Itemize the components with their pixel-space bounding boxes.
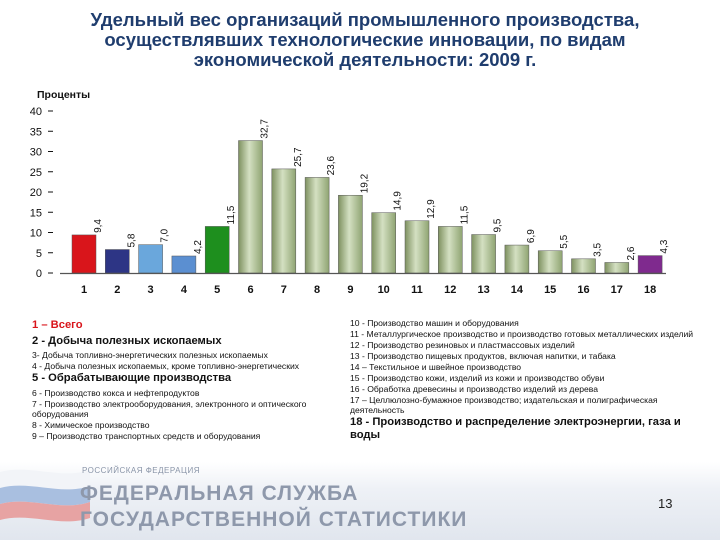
y-tick-label: 15 (30, 207, 42, 219)
legend-entry: 8 - Химическое производство (32, 419, 150, 430)
y-tick-label: 40 (30, 106, 42, 118)
x-tick-label: 18 (644, 284, 656, 296)
footer-country: РОССИЙСКАЯ ФЕДЕРАЦИЯ (82, 466, 200, 475)
legend-entry: 14 – Текстильное и швейное производство (350, 362, 522, 372)
legend-right: 10 - Производство машин и оборудования 11… (350, 318, 705, 444)
x-tick-label: 11 (411, 284, 423, 296)
y-tick-label: 0 (36, 268, 42, 280)
value-label-10: 14,9 (393, 191, 404, 211)
y-axis-label: Проценты (37, 89, 90, 101)
flag-icon (0, 469, 90, 522)
x-tick-label: 15 (544, 284, 556, 296)
page-number: 13 (658, 496, 673, 511)
legend-entry: 4 - Добыча полезных ископаемых, кроме то… (32, 361, 300, 371)
bar-8 (304, 177, 330, 274)
bar-3 (138, 244, 163, 274)
title-line-1: Удельный вес организаций промышленного п… (90, 9, 640, 30)
title-line-3: экономической деятельности: 2009 г. (193, 49, 537, 70)
y-tick-label: 35 (30, 126, 42, 138)
value-label-5: 11,5 (226, 205, 237, 224)
value-label-8: 23,6 (326, 156, 337, 176)
value-label-17: 2,6 (626, 246, 637, 260)
x-tick-label: 3 (148, 284, 154, 296)
y-tick-label: 25 (30, 167, 42, 179)
legend-left: 1 – Всего 2 - Добыча полезных ископаемых 3… (32, 318, 332, 442)
x-tick-label: 14 (511, 284, 524, 296)
x-tick-label: 16 (577, 284, 589, 296)
x-tick-label: 2 (114, 284, 120, 296)
value-label-15: 5,5 (559, 234, 570, 248)
legend-entry: 2 - Добыча полезных ископаемых (32, 334, 222, 347)
value-labels: 9,4 5,8 7,0 4,2 11,5 32,7 25,7 23,6 19,2 14,9 12,9… (93, 119, 670, 261)
bar-15 (537, 250, 563, 274)
x-tick-label: 4 (181, 284, 188, 296)
legend-entry: 9 – Производство транспортных средств и … (32, 430, 261, 441)
x-tick-label: 8 (314, 284, 320, 296)
legend-entry: 18 - Производство и распределение электр… (350, 416, 681, 441)
bar-10 (371, 212, 396, 274)
bar-11 (404, 220, 430, 274)
bars (71, 140, 663, 274)
legend-entry: 10 - Производство машин и оборудования (350, 318, 519, 328)
bar-13 (471, 234, 496, 274)
value-label-12: 11,5 (459, 205, 470, 224)
bar-4 (171, 255, 197, 274)
value-label-11: 12,9 (426, 199, 437, 219)
x-tick-label: 12 (444, 284, 456, 296)
bar-16 (571, 258, 596, 274)
slide-title: Удельный вес организаций промышленного п… (20, 10, 710, 70)
value-label-9: 19,2 (359, 173, 370, 193)
x-tick-label: 7 (281, 284, 287, 296)
footer-agency-line-1: ФЕДЕРАЛЬНАЯ СЛУЖБА (80, 482, 359, 505)
x-axis: 1 2 3 4 5 6 7 8 9 10 11 12 13 14 15 16 17 18 (81, 284, 656, 296)
y-axis: 0 5 10 15 20 25 30 35 40 (30, 106, 53, 280)
footer-agency-line-2: ГОСУДАРСТВЕННОЙ СТАТИСТИКИ (80, 508, 468, 531)
value-label-18: 4,3 (659, 239, 670, 253)
y-tick-label: 20 (30, 187, 42, 199)
legend-entry: 3- Добыча топливно-энергетических полезн… (32, 350, 268, 360)
title-line-2: осуществлявших технологические инновации… (104, 29, 626, 50)
bar-1 (71, 234, 97, 274)
bar-12 (438, 226, 463, 274)
x-tick-label: 17 (611, 284, 623, 296)
legend-entry: 12 - Производство резиновых и пластмассо… (350, 340, 575, 350)
legend-entry: 16 - Обработка древесины и производство … (350, 384, 599, 394)
legend-entry: 13 - Производство пищевых продуктов, вкл… (350, 351, 616, 361)
x-tick-label: 6 (247, 284, 253, 296)
y-tick-label: 5 (36, 248, 42, 260)
value-label-14: 6,9 (526, 229, 537, 243)
legend-entry: 15 - Производство кожи, изделий из кожи … (350, 373, 605, 383)
legend-entry: 6 - Производство кокса и нефтепродуктов (32, 387, 200, 398)
value-label-7: 25,7 (293, 147, 304, 167)
bar-6 (238, 140, 263, 274)
bar-17 (604, 262, 630, 274)
value-label-1: 9,4 (93, 219, 104, 233)
bar-5 (204, 226, 230, 274)
bar-9 (338, 194, 363, 274)
x-tick-label: 5 (214, 284, 220, 296)
x-tick-label: 13 (477, 284, 489, 296)
value-label-16: 3,5 (593, 242, 604, 256)
legend-entry: 5 - Обрабатывающие производства (32, 372, 232, 384)
bar-18 (637, 255, 663, 274)
bar-14 (504, 244, 530, 274)
value-label-13: 9,5 (493, 218, 504, 232)
legend-entry: 11 - Металлургическое производство и про… (350, 329, 694, 339)
y-tick-label: 30 (30, 147, 42, 159)
legend-entry: 17 – Целлюлозно-бумажное производство; и… (350, 395, 658, 415)
y-tick-label: 10 (30, 228, 42, 240)
value-label-6: 32,7 (260, 119, 271, 139)
legend-entry: 1 – Всего (32, 319, 83, 331)
footer-banner: РОССИЙСКАЯ ФЕДЕРАЦИЯ ФЕДЕРАЛЬНАЯ СЛУЖБА … (0, 462, 720, 540)
value-label-2: 5,8 (126, 233, 137, 247)
value-label-4: 4,2 (193, 240, 204, 254)
bar-7 (271, 168, 297, 274)
x-tick-label: 10 (378, 284, 390, 296)
value-label-3: 7,0 (160, 228, 171, 242)
legend-entry: 7 - Производство электрооборудования, эл… (32, 398, 307, 419)
bar-2 (105, 249, 130, 274)
x-tick-label: 9 (347, 284, 353, 296)
x-tick-label: 1 (81, 284, 87, 296)
